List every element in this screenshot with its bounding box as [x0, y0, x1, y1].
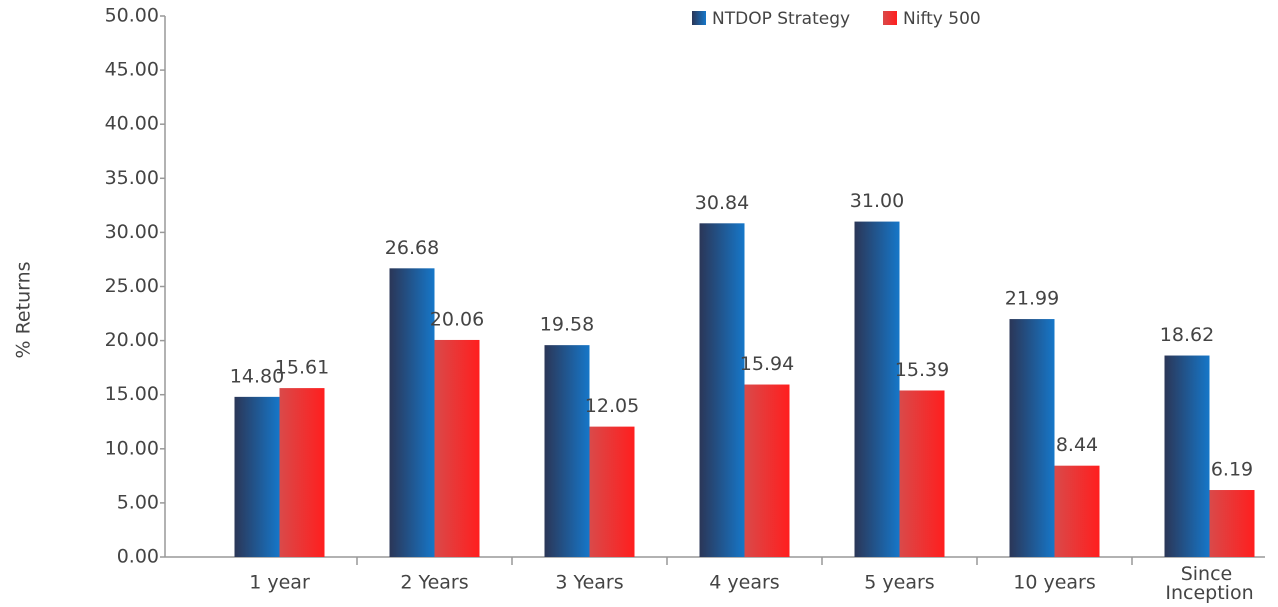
y-tick-label: 10.00	[105, 437, 159, 459]
x-tick-label: 5 years	[864, 572, 934, 594]
y-tick-label: 25.00	[105, 275, 159, 297]
bar	[899, 390, 945, 557]
x-tick-label: 3 Years	[555, 572, 623, 594]
bar	[1209, 490, 1255, 557]
legend-swatch	[883, 11, 897, 25]
y-tick-label: 45.00	[105, 59, 159, 81]
bar	[434, 339, 480, 557]
y-tick-label: 50.00	[105, 5, 159, 27]
y-tick-label: 15.00	[105, 383, 159, 405]
y-tick-label: 0.00	[117, 546, 159, 568]
legend-label: Nifty 500	[903, 9, 981, 29]
data-label: 6.19	[1211, 459, 1253, 481]
x-tick-label: 1 year	[249, 572, 310, 594]
data-label: 14.80	[230, 365, 284, 387]
data-label: 12.05	[585, 395, 639, 417]
y-tick-label: 5.00	[117, 491, 159, 513]
y-axis-label: % Returns	[13, 261, 35, 358]
data-label: 20.06	[430, 308, 484, 330]
y-tick-label: 40.00	[105, 113, 159, 135]
x-tick-label: 2 Years	[400, 572, 468, 594]
bar	[699, 223, 745, 557]
bar	[1054, 465, 1100, 557]
legend-swatch	[692, 11, 706, 25]
bar	[1164, 355, 1210, 557]
y-tick-label: 20.00	[105, 329, 159, 351]
data-label: 26.68	[385, 237, 439, 259]
bar	[854, 221, 900, 557]
x-tick-label: Since Inception	[1165, 563, 1253, 604]
data-label: 31.00	[850, 190, 904, 212]
x-tick-label: 4 years	[709, 572, 779, 594]
data-label: 21.99	[1005, 288, 1059, 310]
data-label: 18.62	[1160, 324, 1214, 346]
data-label: 8.44	[1056, 434, 1098, 456]
bar	[744, 384, 790, 557]
bar	[1009, 319, 1055, 557]
bar	[389, 268, 435, 557]
y-tick-label: 35.00	[105, 167, 159, 189]
data-label: 30.84	[695, 192, 749, 214]
bar	[544, 345, 590, 557]
data-label: 19.58	[540, 314, 594, 336]
data-label: 15.39	[895, 359, 949, 381]
data-label: 15.61	[275, 357, 329, 379]
x-tick-label: 10 years	[1013, 572, 1096, 594]
y-tick-label: 30.00	[105, 221, 159, 243]
bar	[279, 388, 325, 557]
bar	[234, 396, 280, 557]
bar	[589, 426, 635, 557]
legend-label: NTDOP Strategy	[712, 9, 850, 29]
data-label: 15.94	[740, 353, 794, 375]
